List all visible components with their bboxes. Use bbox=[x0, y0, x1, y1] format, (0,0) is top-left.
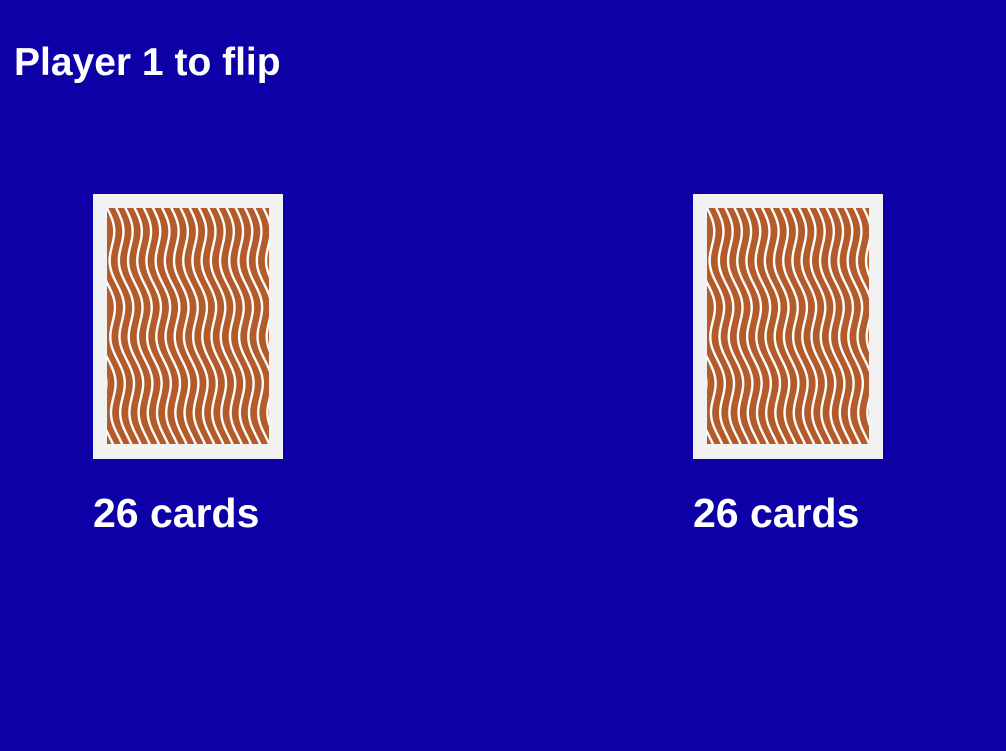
card-pattern-line bbox=[816, 208, 853, 444]
card-pattern-line bbox=[788, 208, 825, 444]
card-pattern-line bbox=[142, 208, 179, 444]
card-pattern-line bbox=[707, 279, 733, 444]
player-1-pile: 26 cards bbox=[93, 194, 283, 536]
card-pattern-line bbox=[779, 208, 816, 444]
card-pattern-line bbox=[225, 208, 262, 444]
card-pattern-line bbox=[724, 208, 761, 444]
card-pattern-line bbox=[733, 208, 770, 444]
card-back-icon bbox=[107, 208, 269, 444]
card-pattern-line bbox=[114, 208, 151, 444]
card-pattern-line bbox=[714, 208, 751, 444]
card-pattern-line bbox=[806, 208, 843, 444]
card-pattern-line bbox=[197, 208, 234, 444]
player-2-card-count: 26 cards bbox=[693, 490, 860, 536]
card-pattern-line bbox=[216, 208, 253, 444]
card-pattern-line bbox=[188, 208, 225, 444]
card-pattern-line bbox=[234, 208, 269, 444]
card-pattern-line bbox=[825, 208, 862, 444]
card-pattern-line bbox=[206, 208, 243, 444]
card-pattern-line bbox=[797, 208, 834, 444]
card-pattern-line bbox=[151, 208, 188, 444]
card-back-icon bbox=[707, 208, 869, 444]
card-pattern-line bbox=[107, 208, 142, 444]
card-pattern-line bbox=[107, 279, 133, 444]
card-pattern-line bbox=[751, 208, 788, 444]
card-pattern-line bbox=[852, 208, 869, 353]
card-pattern-base bbox=[707, 208, 869, 444]
player-1-card-count: 26 cards bbox=[93, 490, 260, 536]
card-pattern-line bbox=[707, 208, 742, 444]
card-pattern-line bbox=[170, 208, 207, 444]
card-pattern-line bbox=[124, 208, 161, 444]
card-pattern-line bbox=[834, 208, 869, 444]
player-1-deck[interactable] bbox=[93, 194, 283, 459]
card-pattern-line bbox=[179, 208, 216, 444]
card-pattern-line bbox=[770, 208, 807, 444]
card-pattern-line bbox=[243, 208, 269, 427]
card-pattern-line bbox=[760, 208, 797, 444]
turn-status: Player 1 to flip bbox=[14, 41, 281, 84]
card-pattern-line bbox=[107, 354, 124, 444]
card-pattern-line bbox=[160, 208, 197, 444]
card-pattern-line bbox=[742, 208, 779, 444]
player-2-pile: 26 cards bbox=[693, 194, 883, 536]
card-pattern-line bbox=[843, 208, 869, 427]
card-pattern-line bbox=[252, 208, 269, 353]
card-pattern-base bbox=[107, 208, 269, 444]
player-2-deck[interactable] bbox=[693, 194, 883, 459]
card-pattern-line bbox=[133, 208, 170, 444]
card-pattern-line bbox=[707, 354, 724, 444]
